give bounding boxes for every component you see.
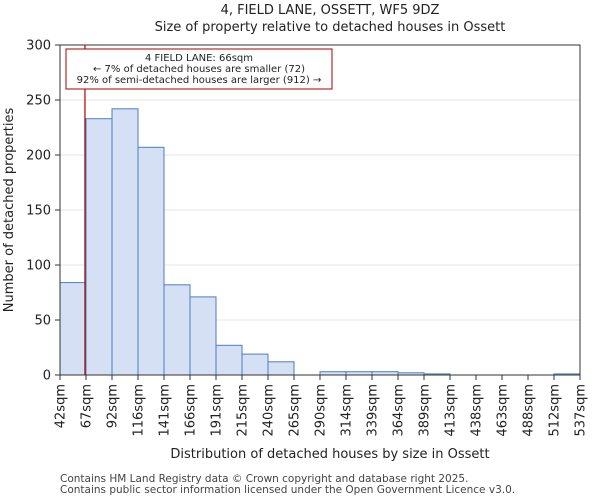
x-tick-label: 67sqm [80, 384, 95, 428]
y-tick-label: 300 [26, 39, 51, 54]
bar [215, 344, 243, 376]
y-axis-label: Number of detached properties [2, 108, 17, 313]
x-tick-label: 42sqm [54, 384, 69, 428]
x-tick-label: 438sqm [470, 384, 485, 437]
y-tick-label: 100 [26, 259, 51, 274]
x-tick-label: 265sqm [288, 384, 303, 437]
bar [59, 282, 87, 376]
y-tick-label: 0 [43, 369, 51, 384]
chart-subtitle: Size of property relative to detached ho… [155, 20, 506, 35]
y-tick-label: 150 [26, 204, 51, 219]
y-tick-label: 50 [34, 314, 51, 329]
x-tick-label: 191sqm [210, 384, 225, 437]
annotation-smaller: ← 7% of detached houses are smaller (72) [93, 64, 305, 75]
bar [111, 108, 139, 376]
x-tick-label: 141sqm [158, 384, 173, 437]
bar [85, 118, 113, 376]
bar [189, 296, 217, 376]
x-tick-label: 463sqm [496, 384, 511, 437]
y-axis-ticks: 0 50 100 150 200 250 300 [26, 39, 60, 384]
footer-line-2: Contains public sector information licen… [60, 484, 516, 496]
annotation-larger: 92% of semi-detached houses are larger (… [77, 75, 322, 86]
bar [267, 361, 295, 376]
bars [59, 108, 581, 376]
x-tick-label: 537sqm [574, 384, 589, 437]
x-tick-label: 290sqm [314, 384, 329, 437]
bar [163, 284, 191, 376]
annotation-title: 4 FIELD LANE: 66sqm [145, 53, 253, 64]
x-tick-label: 413sqm [444, 384, 459, 437]
footer-line-1: Contains HM Land Registry data © Crown c… [60, 473, 469, 485]
x-tick-label: 215sqm [236, 384, 251, 437]
x-tick-label: 116sqm [132, 384, 147, 437]
x-tick-label: 389sqm [418, 384, 433, 437]
annotation-frame [65, 48, 333, 90]
annotation-box: 4 FIELD LANE: 66sqm ← 7% of detached hou… [65, 48, 333, 90]
x-axis-label: Distribution of detached houses by size … [170, 447, 489, 462]
plot-frame [59, 44, 581, 376]
x-tick-label: 339sqm [366, 384, 381, 437]
y-tick-label: 250 [26, 94, 51, 109]
bar [241, 353, 269, 376]
x-tick-label: 92sqm [106, 384, 121, 428]
x-tick-label: 364sqm [392, 384, 407, 437]
chart-title: 4, FIELD LANE, OSSETT, WF5 9DZ [221, 3, 440, 18]
x-tick-label: 240sqm [262, 384, 277, 437]
x-tick-label: 166sqm [184, 384, 199, 437]
histogram-chart: 4, FIELD LANE, OSSETT, WF5 9DZ Size of p… [2, 3, 589, 462]
y-tick-label: 200 [26, 149, 51, 164]
x-tick-label: 314sqm [340, 384, 355, 437]
x-tick-label: 512sqm [548, 384, 563, 437]
bar [137, 146, 165, 376]
x-tick-label: 488sqm [522, 384, 537, 437]
x-axis-ticks: 42sqm 67sqm 92sqm 116sqm 141sqm 166sqm 191sqm 2… [54, 375, 589, 437]
